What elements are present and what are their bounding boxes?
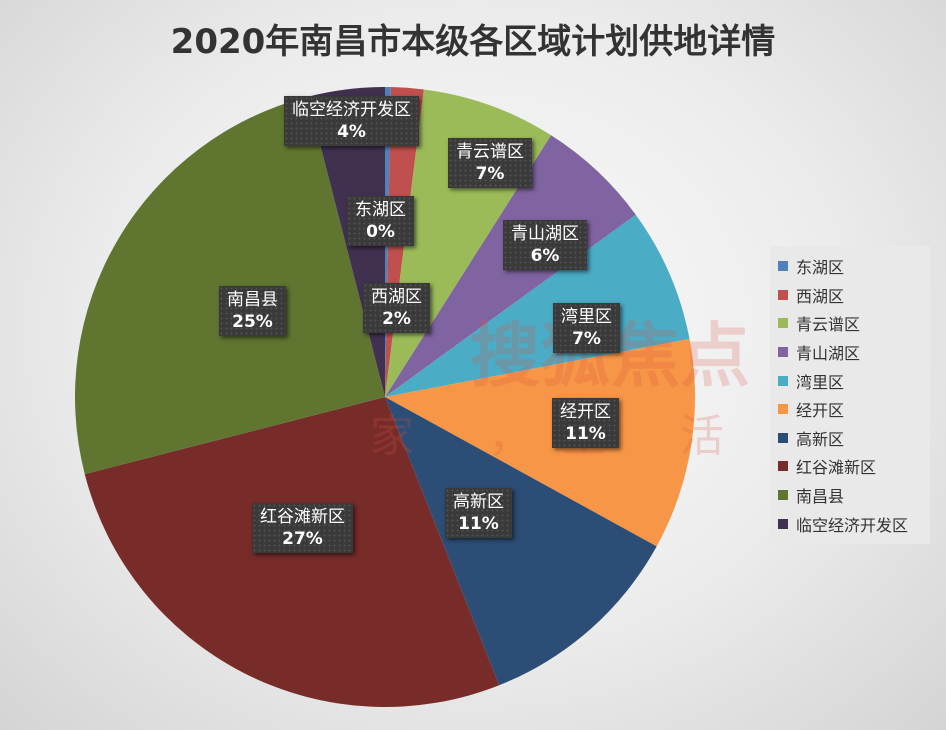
legend-swatch xyxy=(778,404,788,415)
legend-item: 东湖区 xyxy=(770,252,930,281)
data-label-name: 高新区 xyxy=(453,492,504,512)
data-label-value: 6% xyxy=(530,246,560,266)
data-label-value: 2% xyxy=(382,309,411,329)
data-label: 南昌县 25% xyxy=(219,286,286,336)
legend-label: 经开区 xyxy=(796,401,845,421)
data-label: 高新区 11% xyxy=(445,488,512,538)
legend-item: 西湖区 xyxy=(770,281,930,310)
legend-swatch xyxy=(778,518,788,529)
data-label: 红谷滩新区 27% xyxy=(252,503,353,553)
legend-label: 西湖区 xyxy=(796,286,845,306)
legend-swatch xyxy=(778,432,788,443)
legend-label: 高新区 xyxy=(796,429,845,449)
legend-item: 青云谱区 xyxy=(770,309,930,338)
legend-swatch xyxy=(778,490,788,501)
legend-item: 湾里区 xyxy=(770,366,930,395)
data-label-name: 东湖区 xyxy=(355,200,406,220)
data-label-value: 7% xyxy=(475,164,505,184)
legend-label: 湾里区 xyxy=(796,372,845,392)
data-label: 青山湖区 6% xyxy=(503,220,587,270)
legend-label: 临空经济开发区 xyxy=(796,515,909,535)
legend-item: 经开区 xyxy=(770,395,930,424)
data-label-name: 南昌县 xyxy=(227,290,278,310)
data-label-name: 青山湖区 xyxy=(511,224,579,244)
data-label: 东湖区 0% xyxy=(347,196,414,246)
legend-label: 青云谱区 xyxy=(796,315,861,335)
data-label-name: 经开区 xyxy=(560,402,611,422)
legend-swatch xyxy=(778,318,788,329)
legend-swatch xyxy=(778,261,788,272)
legend-swatch xyxy=(778,461,788,472)
chart-title: 2020年南昌市本级各区域计划供地详情 xyxy=(170,22,776,62)
legend-label: 南昌县 xyxy=(796,487,845,507)
data-label-value: 27% xyxy=(282,529,323,549)
data-label: 西湖区 2% xyxy=(363,283,430,333)
data-label-name: 西湖区 xyxy=(371,287,422,307)
pie-slice-6 xyxy=(385,397,657,686)
watermark-subtitle: 家 ，生 活 xyxy=(370,411,754,462)
legend-swatch xyxy=(778,289,788,300)
data-label: 湾里区 7% xyxy=(553,303,620,353)
data-label-value: 11% xyxy=(458,514,499,534)
legend-swatch xyxy=(778,375,788,386)
legend-swatch xyxy=(778,347,788,358)
data-label-value: 25% xyxy=(232,312,273,332)
data-label-value: 0% xyxy=(366,222,395,242)
legend-item: 青山湖区 xyxy=(770,338,930,367)
data-label-name: 湾里区 xyxy=(561,307,612,327)
data-label-value: 11% xyxy=(565,424,606,444)
legend-label: 红谷滩新区 xyxy=(796,458,877,478)
data-label-value: 4% xyxy=(337,122,366,142)
data-label: 经开区 11% xyxy=(552,398,619,448)
pie-slice-5 xyxy=(385,338,695,547)
data-label-name: 青云谱区 xyxy=(456,142,524,162)
data-label: 临空经济开发区 4% xyxy=(284,96,419,146)
legend-item: 红谷滩新区 xyxy=(770,452,930,481)
data-label: 青云谱区 7% xyxy=(448,138,532,188)
legend-item: 高新区 xyxy=(770,424,930,453)
legend-item: 临空经济开发区 xyxy=(770,509,930,538)
legend-label: 东湖区 xyxy=(796,258,845,278)
chart-legend: 东湖区西湖区青云谱区青山湖区湾里区经开区高新区红谷滩新区南昌县临空经济开发区 xyxy=(770,246,930,544)
data-label-name: 红谷滩新区 xyxy=(260,507,345,527)
pie-slice-8 xyxy=(74,96,385,475)
data-label-value: 7% xyxy=(572,329,601,349)
data-label-name: 临空经济开发区 xyxy=(292,100,411,120)
legend-label: 青山湖区 xyxy=(796,344,861,364)
legend-item: 南昌县 xyxy=(770,481,930,510)
